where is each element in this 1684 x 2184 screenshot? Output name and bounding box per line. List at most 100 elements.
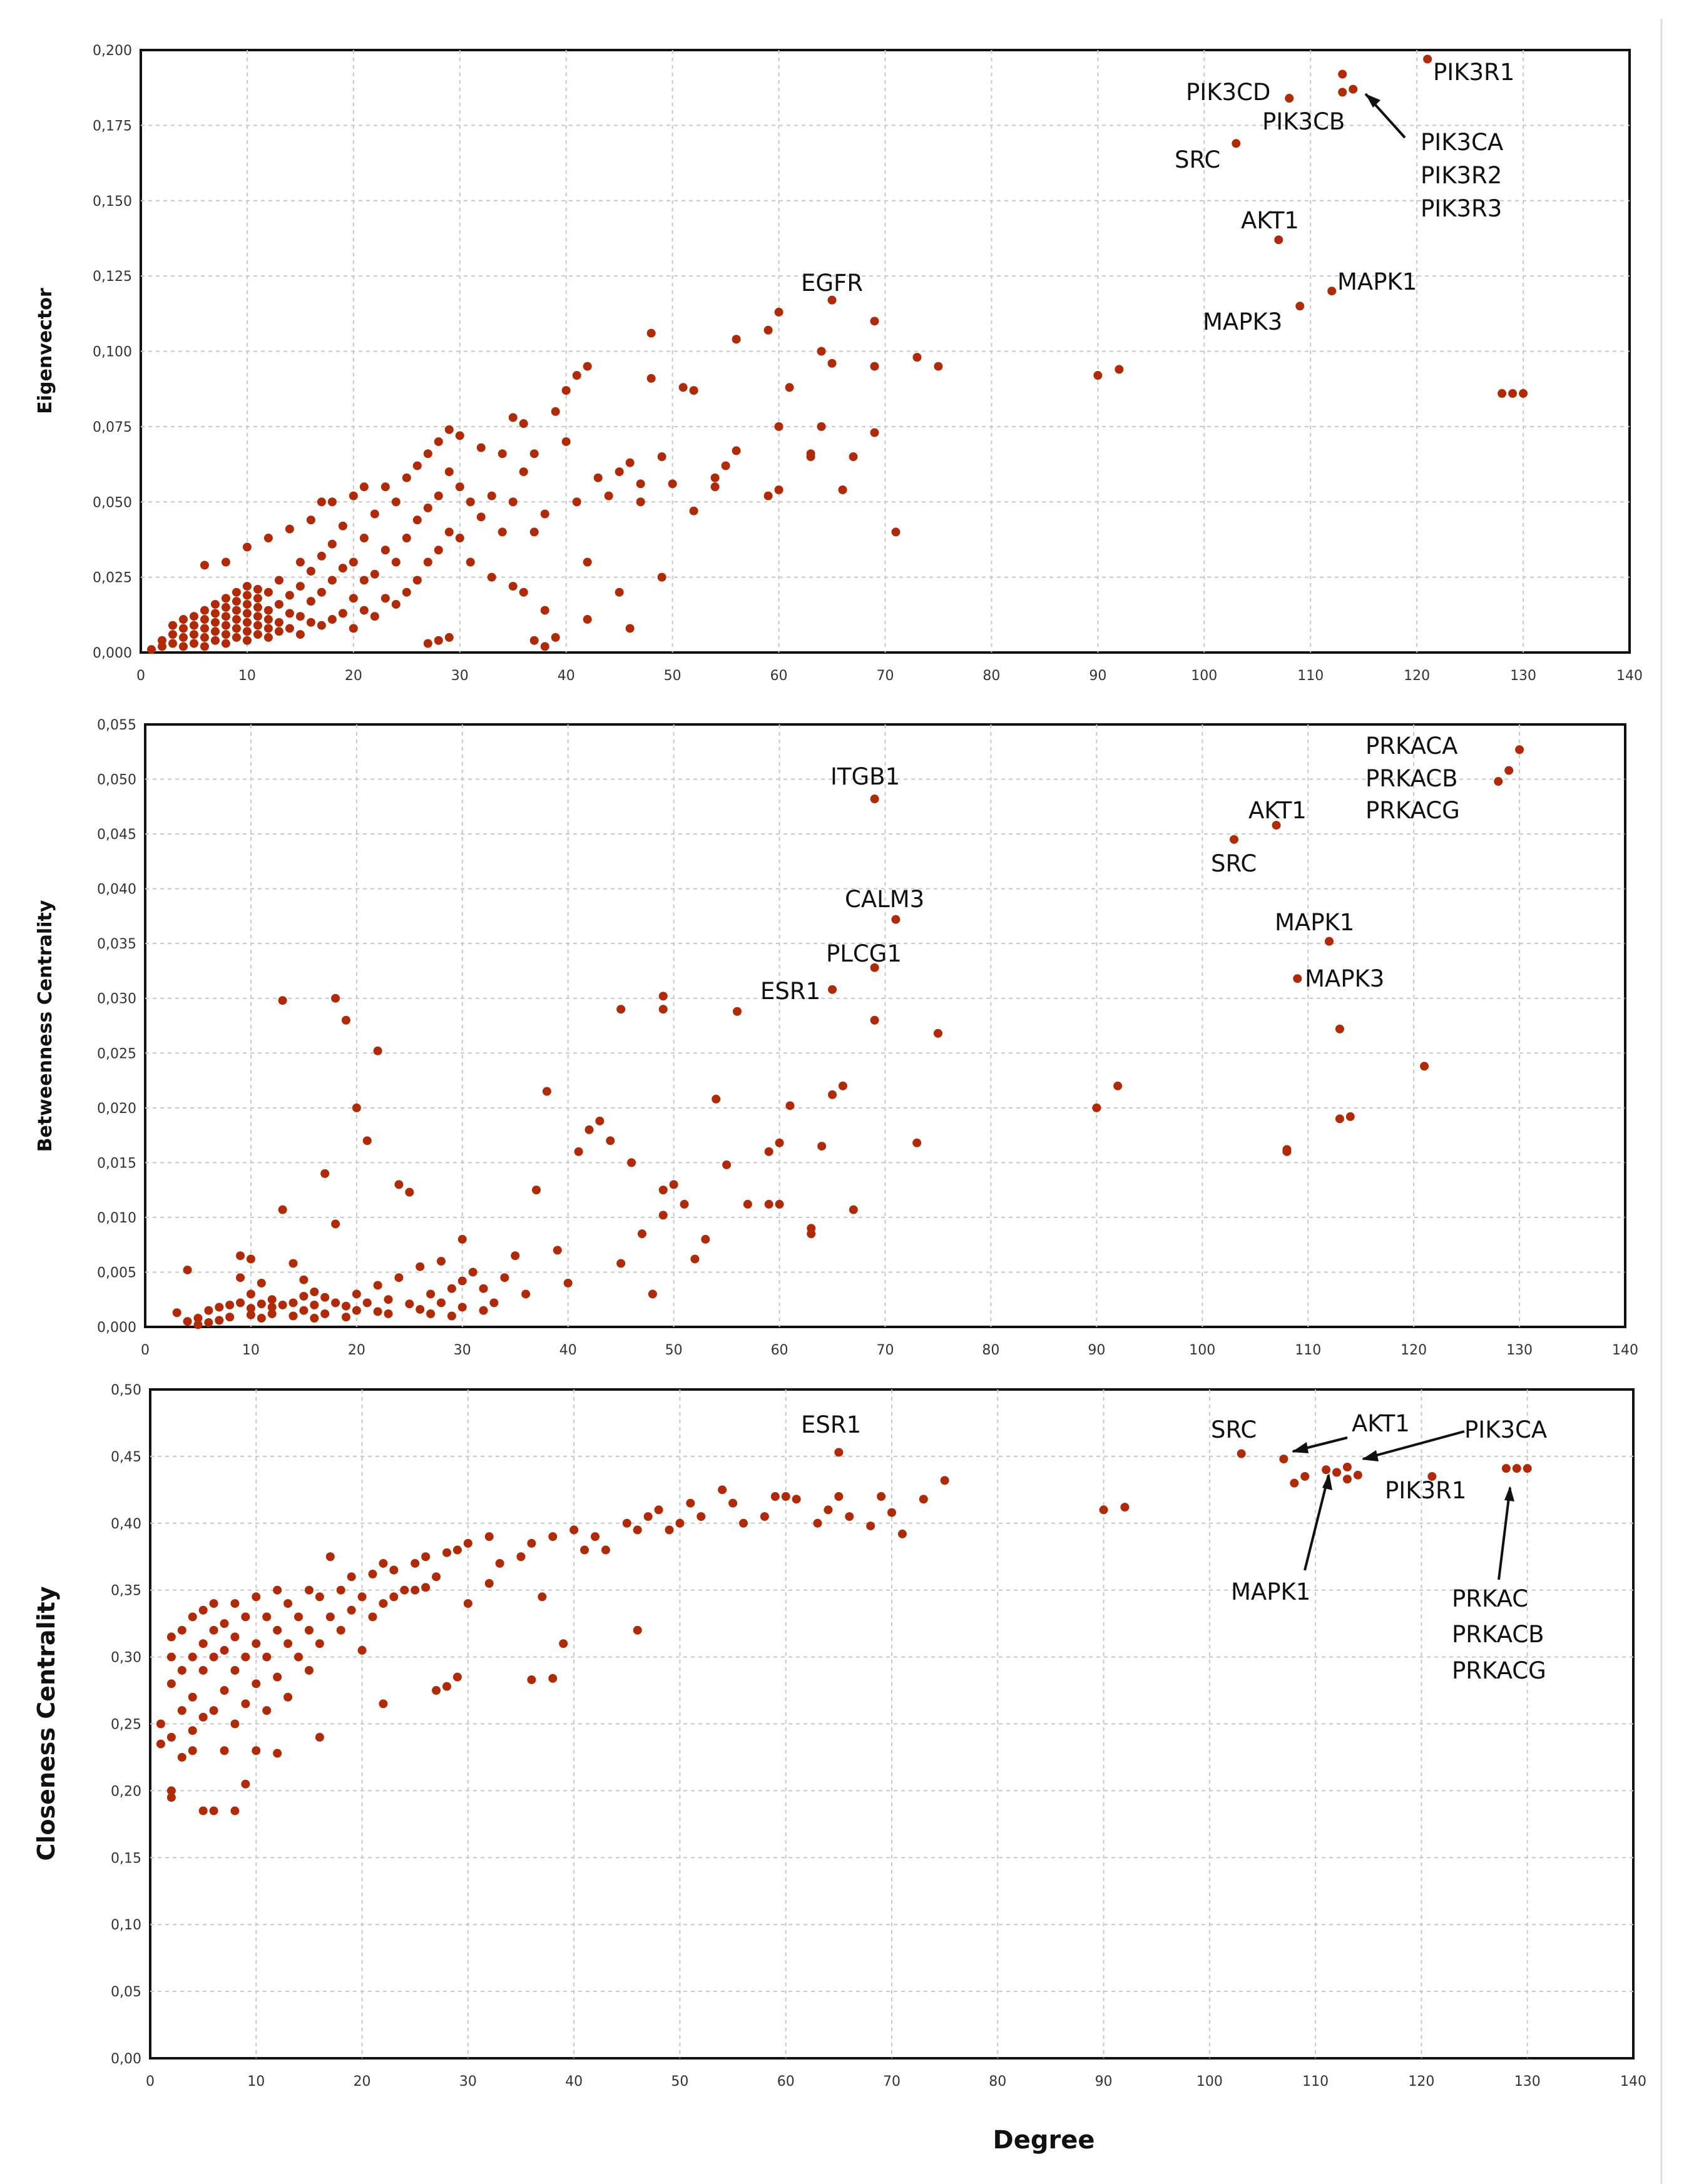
x-tick-label: 90 xyxy=(1089,668,1106,684)
data-point xyxy=(232,632,241,642)
data-point xyxy=(529,636,539,645)
data-point xyxy=(828,1090,837,1099)
data-point xyxy=(643,1512,653,1521)
data-point xyxy=(193,1313,203,1323)
data-point xyxy=(200,615,209,624)
data-point xyxy=(267,1303,277,1312)
data-point xyxy=(508,582,518,591)
data-point xyxy=(484,1579,494,1588)
data-point xyxy=(584,1125,594,1134)
data-point xyxy=(527,1675,536,1684)
data-point xyxy=(253,612,262,621)
data-point xyxy=(306,597,315,606)
data-point xyxy=(870,362,879,371)
label-pik3cd: PIK3CD xyxy=(1186,79,1270,106)
x-tick-label: 110 xyxy=(1302,2074,1329,2090)
data-point xyxy=(604,491,613,500)
data-point xyxy=(508,413,518,422)
data-point xyxy=(540,642,549,651)
data-point xyxy=(817,422,826,431)
data-point xyxy=(434,491,443,500)
data-point xyxy=(198,1806,208,1816)
data-point xyxy=(402,534,411,543)
data-point xyxy=(405,1299,414,1309)
data-point xyxy=(870,1015,879,1025)
data-point xyxy=(1285,94,1294,103)
data-point xyxy=(210,599,220,609)
data-point xyxy=(263,624,273,633)
data-point xyxy=(416,1304,425,1314)
data-point xyxy=(1420,1062,1429,1071)
data-point xyxy=(352,1289,361,1299)
data-point xyxy=(242,609,252,618)
data-point xyxy=(934,362,943,371)
data-point xyxy=(198,1712,208,1722)
data-point xyxy=(690,1254,700,1264)
data-point xyxy=(210,636,220,645)
data-point xyxy=(177,1752,186,1762)
y-tick-label: 0,25 xyxy=(111,1717,141,1733)
data-point xyxy=(1332,1468,1341,1477)
data-point xyxy=(294,1612,303,1622)
data-point xyxy=(763,491,773,500)
data-point xyxy=(500,1273,509,1282)
x-tick-label: 100 xyxy=(1189,1343,1215,1358)
data-point xyxy=(252,1639,261,1648)
data-point xyxy=(479,1284,488,1293)
data-point xyxy=(306,516,315,525)
y-tick-label: 0,050 xyxy=(97,773,136,788)
data-point xyxy=(732,335,741,344)
data-point xyxy=(827,295,837,305)
data-point xyxy=(498,449,507,459)
data-point xyxy=(221,557,230,567)
data-point xyxy=(827,358,837,368)
data-point xyxy=(198,1639,208,1648)
data-point xyxy=(267,1295,277,1304)
betweenness-y-axis-title: Betweenness Centrality xyxy=(34,900,56,1152)
data-point xyxy=(654,1505,663,1515)
data-point xyxy=(166,1679,176,1689)
data-point xyxy=(739,1518,748,1528)
data-point xyxy=(221,639,230,648)
data-point xyxy=(479,1306,488,1315)
data-point xyxy=(304,1665,314,1675)
data-point xyxy=(402,587,411,597)
y-tick-label: 0,045 xyxy=(97,827,136,843)
data-point xyxy=(834,1448,844,1457)
data-point xyxy=(370,509,379,519)
data-point xyxy=(457,1303,467,1312)
x-tick-label: 50 xyxy=(671,2074,688,2090)
data-point xyxy=(210,609,220,618)
data-point xyxy=(368,1612,377,1622)
data-point xyxy=(733,1007,742,1016)
data-point xyxy=(188,1692,197,1702)
x-tick-label: 120 xyxy=(1401,1343,1427,1358)
data-point xyxy=(338,609,347,618)
data-point xyxy=(561,386,571,395)
data-point xyxy=(400,1585,409,1595)
data-point xyxy=(593,473,603,482)
data-point xyxy=(636,479,645,489)
x-tick-label: 130 xyxy=(1514,2074,1541,2090)
x-tick-label: 20 xyxy=(348,1343,365,1358)
data-point xyxy=(527,1538,536,1548)
data-point xyxy=(320,1169,330,1178)
data-point xyxy=(540,509,549,519)
data-point xyxy=(763,325,773,335)
x-tick-label: 30 xyxy=(454,1343,471,1358)
data-point xyxy=(273,1585,282,1595)
x-tick-label: 80 xyxy=(989,2074,1006,2090)
data-point xyxy=(320,1293,330,1302)
arrowhead-pik3ca-c xyxy=(1362,1450,1379,1461)
x-tick-label: 50 xyxy=(665,1343,683,1358)
data-point xyxy=(278,1300,287,1309)
data-point xyxy=(209,1625,218,1635)
data-point xyxy=(572,371,581,380)
data-point xyxy=(521,1289,531,1299)
data-point xyxy=(242,617,252,627)
data-point xyxy=(220,1619,229,1628)
data-point xyxy=(870,795,879,804)
x-axis-title-degree: Degree xyxy=(993,2126,1095,2155)
data-point xyxy=(178,624,188,633)
data-point xyxy=(236,1273,245,1282)
